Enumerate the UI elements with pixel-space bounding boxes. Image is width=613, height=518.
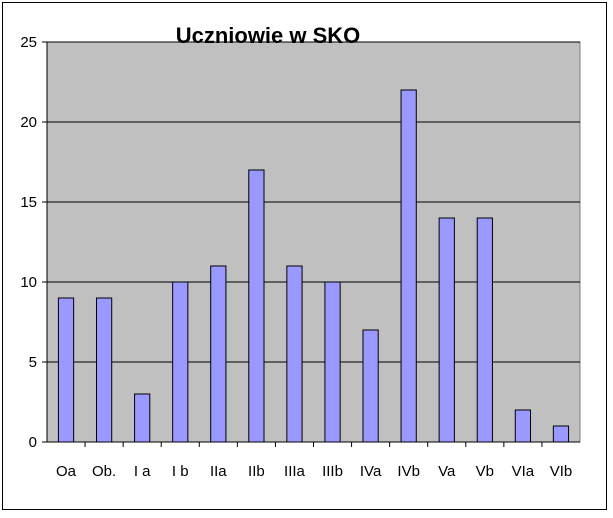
bar [210,265,227,443]
x-tick-labels: Oa Ob. I a I b IIa IIb IIIa IIIb IVa IVb Va Vb VIa VI… [56,463,572,480]
x-tick-label: IIIb [322,463,343,480]
x-tick-label: IIa [210,463,227,480]
bar [476,217,493,443]
bar [362,329,379,443]
plot-area [46,41,581,443]
bars [57,89,570,443]
x-tick-label: Va [438,463,456,480]
y-tick-label: 20 [20,114,37,131]
x-tick-label: Oa [56,463,77,480]
chart-title: Uczniowie w SKO [176,23,361,48]
bar [95,297,113,443]
bar [57,297,75,443]
bar [172,281,189,443]
y-tick-label: 5 [29,354,37,371]
axes [42,41,580,447]
plot-background [46,41,581,443]
y-tick-label: 10 [20,274,37,291]
x-tick-label: I b [172,463,189,480]
x-tick-label: Ob. [92,463,116,480]
x-tick-label: I a [134,463,151,480]
y-tick-label: 25 [20,34,37,51]
bar [134,393,151,443]
x-tick-label: IIIa [284,463,306,480]
bar [514,409,532,443]
bar [400,89,417,443]
x-tick-label: Vb [476,463,494,480]
bar [248,169,265,443]
bar [286,265,303,443]
bar [324,281,341,443]
y-tick-label: 0 [29,434,37,451]
x-tick-label: VIb [550,463,573,480]
y-tick-label: 15 [20,194,37,211]
x-tick-label: IIb [248,463,265,480]
bar [438,217,455,443]
x-tick-label: VIa [512,463,535,480]
x-tick-label: IVa [360,463,382,480]
x-tick-label: IVb [397,463,420,480]
bar [552,425,570,443]
y-tick-labels: 0 5 10 15 20 25 [20,34,37,451]
